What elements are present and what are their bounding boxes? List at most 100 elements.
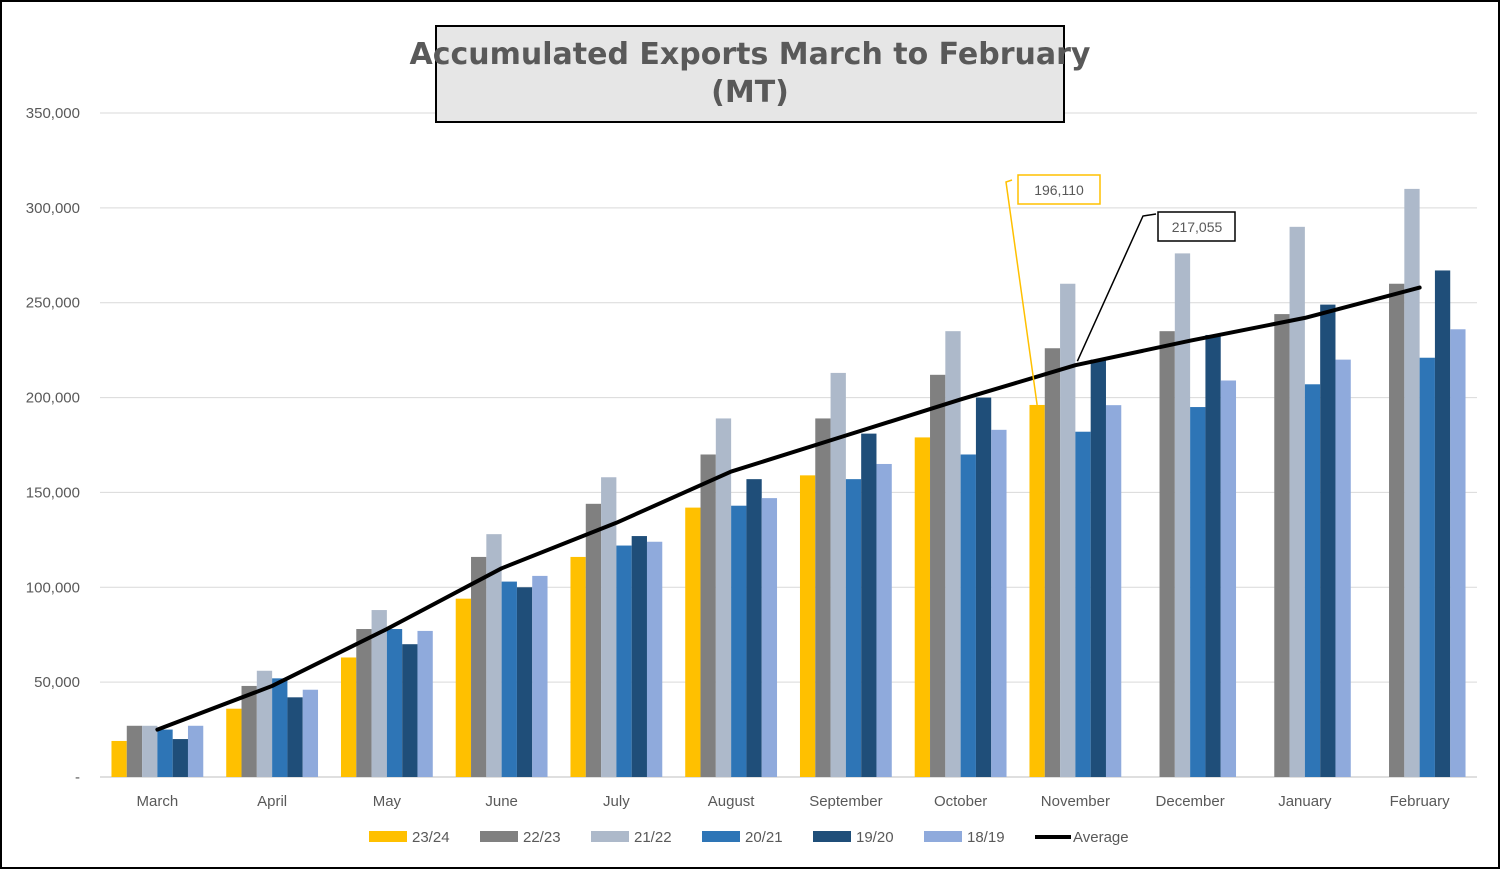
callout-box [1157,211,1236,242]
bar [1159,331,1175,777]
legend-item-22-23: 22/23 [480,829,561,846]
bar [1075,431,1091,777]
bar [1090,359,1106,777]
bar [272,678,288,777]
bar [945,331,961,777]
x-category-label: August [708,793,756,810]
callout-average-november: 217,055 [1076,211,1236,362]
average-line [155,285,1422,732]
x-category-label: May [373,793,402,810]
y-tick-label: 350,000 [26,105,80,122]
bar [799,475,816,777]
callout-label: 217,055 [1172,219,1223,235]
bar [930,374,946,777]
x-category-label: October [934,793,987,810]
x-category-label: January [1278,793,1332,810]
bar [126,725,143,777]
y-tick-label: - [75,769,80,786]
legend-swatch [480,831,518,842]
legend-item-average: Average [1035,829,1129,846]
bar [142,725,158,777]
bar [746,479,762,777]
callout-leader [1005,179,1038,406]
callout-label: 196,110 [1034,182,1084,198]
x-axis-category-labels: March April May June July August September Octo… [137,793,1451,810]
bar [1029,404,1045,777]
bar [371,610,387,777]
bar [700,454,716,777]
x-category-label: February [1390,793,1451,810]
y-tick-label: 100,000 [26,579,80,596]
bar-series-23-24 [111,404,1045,777]
callout-box [1017,174,1101,205]
bar-series-22-23 [126,283,1405,777]
x-category-label: September [809,793,882,810]
bar [187,725,204,777]
bar [1450,329,1466,777]
x-category-label: November [1041,793,1110,810]
bar [111,740,127,777]
bar [1335,359,1351,777]
bar [715,418,732,777]
legend-swatch [924,831,962,842]
bar-series-18-19 [187,329,1466,777]
bar [1419,357,1435,777]
bar [876,463,892,777]
bar [646,541,663,777]
bar [1434,270,1451,777]
y-tick-label: 300,000 [26,200,80,217]
gridlines [100,112,1477,778]
legend-item-20-21: 20/21 [702,829,783,846]
legend-swatch [369,831,407,842]
bar-series-group [111,188,1466,778]
bar [845,479,862,777]
legend-label: 20/21 [745,829,783,846]
chart-title-line-1: Accumulated Exports March to February [409,37,1091,72]
bar [761,498,778,777]
y-axis-tick-labels: - 50,000 100,000 150,000 200,000 250,000 300,0… [26,105,80,786]
bar [1389,283,1405,777]
bar [991,429,1007,777]
x-category-label: July [603,793,630,810]
bar-series-20-21 [157,357,1435,777]
bar [340,657,357,777]
y-tick-label: 50,000 [34,674,80,691]
bar [256,670,273,777]
chart-title-box: Accumulated Exports March to February (M… [410,25,1091,123]
legend-item-18-19: 18/19 [924,829,1005,846]
bar [455,598,472,777]
bar-series-19-20 [172,270,1451,777]
legend-swatch [591,831,629,842]
bar [631,536,647,777]
bar [685,507,701,777]
bar [501,581,517,777]
bar [1205,334,1221,777]
legend-item-19-20: 19/20 [813,829,894,846]
bar [1220,380,1237,777]
legend-label: 21/22 [634,829,672,846]
legend-label: Average [1073,829,1129,846]
bar [471,556,487,777]
bar [386,629,403,777]
bar [914,437,931,777]
x-category-label: June [485,793,518,810]
bar [975,397,992,777]
legend-label: 22/23 [523,829,561,846]
bar-series-21-22 [142,188,1420,778]
y-tick-label: 200,000 [26,390,80,407]
chart-title-line-2: (MT) [711,75,789,110]
bar [830,372,846,777]
y-tick-label: 150,000 [26,484,80,501]
bar [356,629,372,777]
bar [417,630,433,777]
bar [731,505,747,777]
legend-swatch [813,831,851,842]
legend-label: 19/20 [856,829,894,846]
bar [157,729,173,777]
bar [1044,348,1061,777]
bar [172,739,188,777]
bar [1174,253,1191,778]
x-category-label: March [137,793,179,810]
bar [861,433,877,777]
